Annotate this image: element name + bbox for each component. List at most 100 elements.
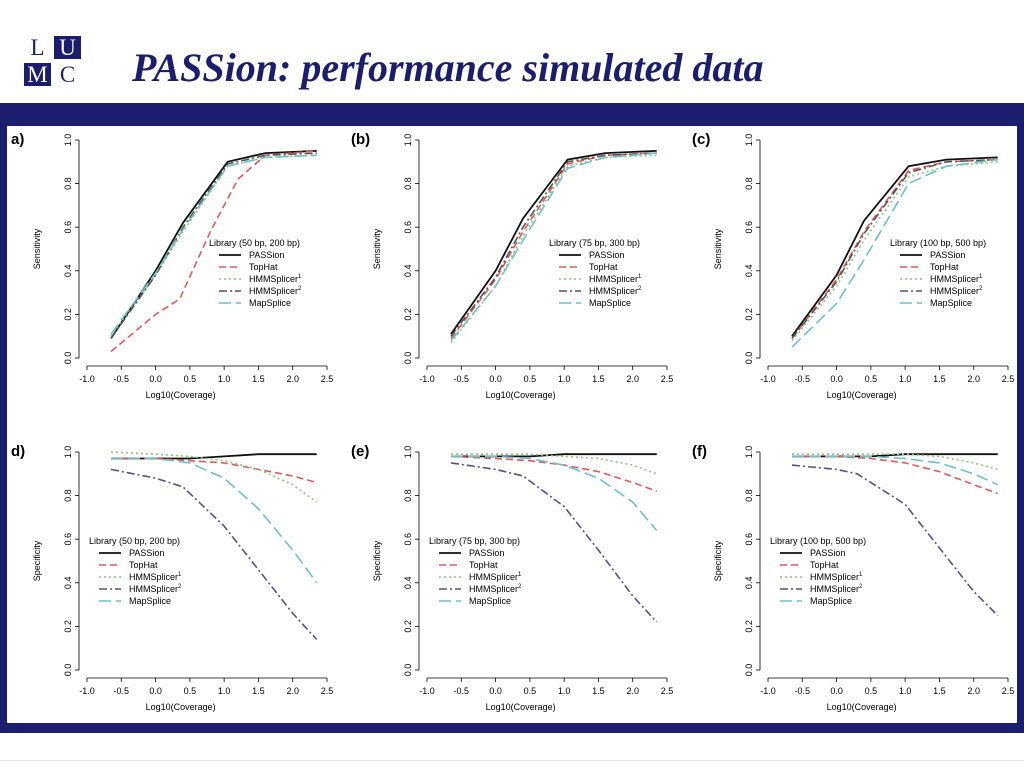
lumc-logo: L U M C <box>24 36 84 88</box>
series-line-hmmsplicer <box>450 154 657 344</box>
y-tick-label: 0.6 <box>63 533 73 546</box>
x-tick-label: -1.0 <box>760 374 776 384</box>
legend-entry: PASSion <box>469 548 504 558</box>
y-axis-label: Sensitivity <box>713 228 723 269</box>
x-axis-label: Log10(Coverage) <box>486 702 556 712</box>
legend-entry: MapSplice <box>589 298 631 308</box>
x-axis-label: Log10(Coverage) <box>486 390 556 400</box>
x-tick-label: 1.0 <box>558 374 571 384</box>
chart-panel-d: d) 0.0 0.2 0.4 0.6 0.8 1.0 -1.0 -0.5 0.0 0.5 1.0 1.5… <box>11 443 333 712</box>
logo-letter-m: M <box>24 63 51 86</box>
legend-entry: MapSplice <box>129 596 171 606</box>
x-tick-label: -0.5 <box>454 374 470 384</box>
series-line-tophat <box>791 158 998 339</box>
y-tick-label: 1.0 <box>403 134 413 147</box>
legend-entry: HMMSplicer1 <box>810 572 863 582</box>
series-line-mapsplice <box>450 152 657 342</box>
x-tick-label: 2.5 <box>321 686 334 696</box>
chart-panel-c: (c) 0.0 0.2 0.4 0.6 0.8 1.0 -1.0 -0.5 0.0 0.5 1.0 1.… <box>692 131 1014 400</box>
legend-entry: HMMSplicer1 <box>469 572 522 582</box>
panel-label: (f) <box>692 443 707 460</box>
y-tick-label: 0.8 <box>63 177 73 190</box>
legend-entry: TopHat <box>469 560 498 570</box>
y-tick-label: 0.2 <box>403 308 413 321</box>
y-tick-label: 0.4 <box>403 265 413 278</box>
legend-entry: HMMSplicer1 <box>930 274 983 284</box>
x-tick-label: 1.0 <box>899 374 912 384</box>
legend-entry: HMMSplicer2 <box>129 584 182 594</box>
y-tick-label: 1.0 <box>744 134 754 147</box>
y-tick-label: 0.0 <box>403 352 413 365</box>
series-line-hmmsplicer <box>110 451 318 503</box>
x-tick-label: 0.0 <box>489 686 502 696</box>
x-tick-label: 0.5 <box>865 686 878 696</box>
x-tick-label: 2.5 <box>661 374 674 384</box>
legend-entry: TopHat <box>810 560 839 570</box>
x-tick-label: 0.0 <box>489 374 502 384</box>
series-line-hmmsplicer2 <box>450 462 658 623</box>
panel-label: d) <box>11 443 25 460</box>
panel-label: (c) <box>692 131 710 148</box>
y-tick-label: 1.0 <box>63 446 73 459</box>
legend-entry: HMMSplicer2 <box>249 286 302 296</box>
x-tick-label: 1.5 <box>592 374 605 384</box>
series-line-mapsplice <box>111 457 318 584</box>
x-tick-label: 2.5 <box>1002 686 1015 696</box>
x-tick-label: 2.0 <box>286 374 299 384</box>
series-line-passion <box>111 453 317 460</box>
x-tick-label: -0.5 <box>454 686 470 696</box>
series-line-hmmsplicer2 <box>110 468 318 641</box>
x-tick-label: -1.0 <box>419 686 435 696</box>
panel-label: a) <box>11 131 24 148</box>
y-tick-label: 0.8 <box>744 177 754 190</box>
x-tick-label: 0.0 <box>830 374 843 384</box>
x-tick-label: 1.0 <box>218 686 231 696</box>
legend-entry: HMMSplicer2 <box>810 584 863 594</box>
x-tick-label: -0.5 <box>114 686 130 696</box>
x-tick-label: -0.5 <box>795 374 811 384</box>
y-tick-label: 0.0 <box>744 664 754 677</box>
x-tick-label: 2.0 <box>967 686 980 696</box>
series-line-tophat <box>110 150 317 353</box>
legend-entry: PASSion <box>129 548 164 558</box>
legend-entry: PASSion <box>930 250 965 260</box>
legend-entry: TopHat <box>129 560 158 570</box>
y-tick-label: 0.0 <box>403 664 413 677</box>
legend-entry: MapSplice <box>469 596 511 606</box>
y-axis-label: Sensitivity <box>372 228 382 269</box>
y-tick-label: 0.4 <box>744 265 754 278</box>
legend-entry: HMMSplicer1 <box>249 274 302 284</box>
x-tick-label: -0.5 <box>795 686 811 696</box>
series-line-mapsplice <box>791 158 998 348</box>
legend-title: Library (75 bp, 300 bp) <box>429 536 520 546</box>
chart-panel-b: (b) 0.0 0.2 0.4 0.6 0.8 1.0 -1.0 -0.5 0.0 0.5 1.0 1.… <box>351 131 673 400</box>
footer-divider <box>0 760 1024 761</box>
y-tick-label: 0.4 <box>403 577 413 590</box>
series-line-hmmsplicer2 <box>791 464 999 617</box>
x-axis-label: Log10(Coverage) <box>146 390 216 400</box>
legend-entry: TopHat <box>589 262 618 272</box>
x-tick-label: 0.0 <box>149 686 162 696</box>
chart-panel-a: a) 0.0 0.2 0.4 0.6 0.8 1.0 -1.0 -0.5 0.0 0.5 1.0 1.5… <box>11 131 333 400</box>
series-line-passion <box>450 150 657 335</box>
y-tick-label: 0.2 <box>63 308 73 321</box>
panel-label: (b) <box>351 131 370 148</box>
series-line-hmmsplicer2 <box>791 158 998 339</box>
series-line-passion <box>110 150 317 339</box>
x-tick-label: 0.5 <box>184 374 197 384</box>
y-axis-label: Sensitivity <box>32 228 42 269</box>
x-tick-label: 2.0 <box>626 374 639 384</box>
y-tick-label: 0.6 <box>403 221 413 234</box>
y-tick-label: 1.0 <box>403 446 413 459</box>
chart-panel-e: (e) 0.0 0.2 0.4 0.6 0.8 1.0 -1.0 -0.5 0.0 0.5 1.0 1.… <box>351 443 673 712</box>
series-line-hmmsplicer2 <box>110 152 317 339</box>
legend-entry: HMMSplicer1 <box>129 572 182 582</box>
x-axis-label: Log10(Coverage) <box>827 702 897 712</box>
x-tick-label: 0.5 <box>524 686 537 696</box>
y-tick-label: 0.6 <box>744 221 754 234</box>
y-tick-label: 0.0 <box>744 352 754 365</box>
legend-entry: MapSplice <box>249 298 291 308</box>
x-tick-label: -0.5 <box>114 374 130 384</box>
y-tick-label: 0.0 <box>63 352 73 365</box>
y-tick-label: 0.8 <box>744 489 754 502</box>
